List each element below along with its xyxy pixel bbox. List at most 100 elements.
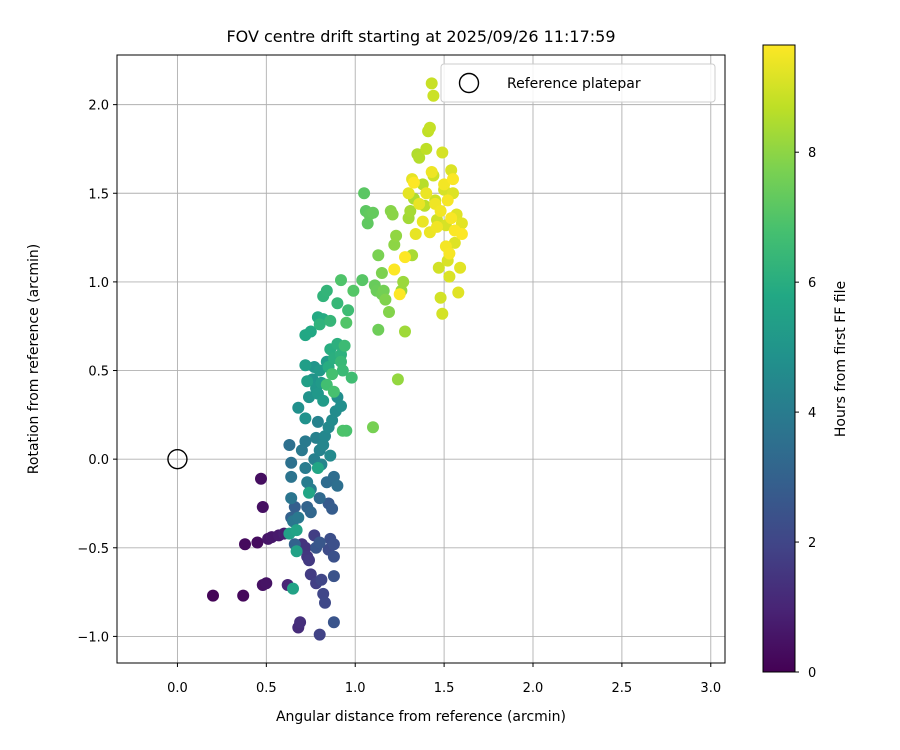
data-point: [327, 538, 340, 551]
data-point: [445, 212, 458, 225]
legend: Reference platepar: [440, 63, 716, 103]
data-point: [383, 306, 395, 318]
data-point: [317, 394, 330, 407]
data-point: [388, 263, 401, 276]
data-point: [413, 197, 426, 210]
y-tick-label: 0.5: [88, 365, 109, 380]
data-point: [299, 462, 312, 474]
data-point: [319, 596, 331, 609]
data-point: [303, 486, 315, 499]
data-point: [434, 205, 447, 217]
data-point: [313, 536, 326, 549]
data-point: [393, 288, 406, 301]
data-point: [327, 570, 340, 583]
x-tick-label: 2.5: [612, 681, 633, 696]
data-point: [420, 142, 433, 155]
data-point: [407, 176, 420, 189]
x-tick-label: 3.0: [700, 681, 721, 696]
data-point: [436, 146, 449, 159]
data-point: [431, 220, 443, 233]
data-point: [342, 304, 355, 317]
data-point: [455, 228, 468, 240]
x-tick-label: 1.0: [345, 681, 366, 696]
data-point: [443, 270, 456, 283]
data-point: [432, 261, 445, 274]
data-point: [427, 89, 440, 102]
data-point: [335, 400, 347, 412]
data-point: [399, 251, 411, 264]
x-axis-ticks: 0.0 0.5 1.0 1.5 2.0 2.5 3.0: [167, 663, 721, 696]
data-point: [324, 314, 337, 327]
data-point: [425, 166, 438, 178]
data-point: [416, 215, 429, 228]
data-point: [294, 616, 307, 629]
colorbar-ticks: 0 2 4 6 8: [795, 146, 816, 681]
colorbar-tick-label: 6: [808, 276, 816, 291]
data-point: [391, 373, 404, 386]
y-tick-label: 1.0: [88, 276, 109, 291]
data-point: [438, 178, 451, 191]
y-tick-label: 2.0: [88, 99, 109, 114]
data-point: [251, 536, 264, 549]
colorbar: 0 2 4 6 8 Hours from first FF file: [762, 44, 849, 681]
data-point: [283, 439, 296, 451]
data-point: [327, 616, 340, 629]
reference-platepar-point: [167, 448, 188, 470]
data-point: [445, 164, 458, 177]
data-point: [287, 582, 299, 595]
data-point: [379, 293, 392, 306]
data-point: [336, 424, 349, 437]
data-point: [285, 492, 298, 505]
data-point: [304, 506, 317, 519]
data-point: [313, 628, 326, 641]
data-point: [441, 194, 454, 207]
data-point: [404, 205, 417, 217]
y-tick-label: −0.5: [77, 542, 109, 557]
data-point: [324, 449, 337, 462]
data-point: [326, 368, 339, 381]
data-point: [285, 456, 298, 469]
data-point: [255, 472, 267, 485]
legend-box: [440, 63, 716, 103]
data-point: [454, 261, 467, 274]
data-point: [356, 274, 369, 287]
y-tick-label: −1.0: [77, 630, 109, 645]
y-tick-label: 0.0: [88, 453, 109, 468]
data-point: [237, 589, 250, 602]
data-point: [320, 284, 333, 297]
data-point: [315, 573, 328, 586]
x-tick-label: 1.5: [434, 681, 455, 696]
data-point: [413, 151, 426, 164]
data-point: [443, 247, 456, 260]
data-point: [313, 318, 326, 331]
data-point: [367, 421, 379, 434]
data-point: [304, 568, 317, 581]
data-point: [285, 470, 298, 483]
y-axis-ticks: −1.0 −0.5 0.0 0.5 1.0 1.5 2.0: [77, 99, 117, 645]
data-point: [256, 501, 269, 513]
data-point: [301, 375, 314, 388]
data-point: [347, 284, 360, 297]
data-point: [409, 228, 422, 240]
chart-title: FOV centre drift starting at 2025/09/26 …: [226, 27, 615, 46]
data-point: [447, 173, 459, 186]
data-point: [290, 524, 303, 537]
colorbar-gradient: [763, 45, 795, 672]
x-axis-label: Angular distance from reference (arcmin): [276, 709, 566, 725]
data-point: [311, 415, 324, 428]
legend-marker-open-circle: [458, 72, 480, 94]
y-axis-label: Rotation from reference (arcmin): [26, 244, 42, 474]
data-point: [367, 206, 379, 219]
colorbar-frame: [762, 44, 796, 673]
colorbar-tick-label: 2: [808, 536, 816, 551]
data-point: [436, 307, 449, 320]
data-point: [239, 538, 251, 551]
legend-entry-label: Reference platepar: [507, 76, 641, 92]
data-point: [299, 412, 312, 425]
data-point: [311, 462, 324, 474]
data-point: [331, 479, 344, 492]
data-point: [372, 249, 385, 262]
data-point: [358, 187, 371, 200]
data-point: [292, 401, 305, 414]
